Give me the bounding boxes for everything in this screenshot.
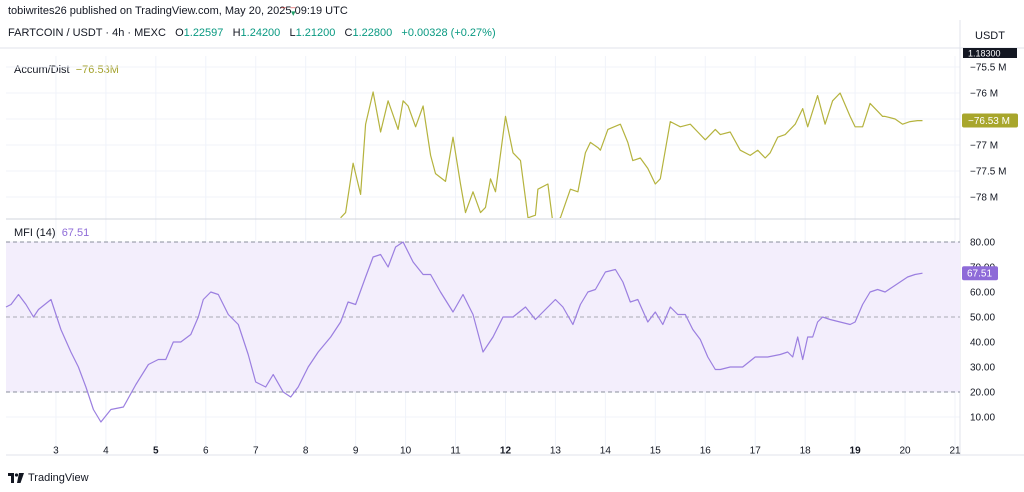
price-tag-box xyxy=(963,48,1017,58)
mfi-last-value: 67.51 xyxy=(967,269,992,280)
mfi-tick-label: 60.00 xyxy=(970,288,995,299)
low-label: L xyxy=(289,27,296,39)
time-axis-label: 5 xyxy=(153,445,159,456)
mfi-line xyxy=(5,241,923,423)
footer-brand: TradingView xyxy=(28,472,89,484)
mfi-tick-label: 40.00 xyxy=(970,338,995,349)
time-axis-label: 18 xyxy=(800,445,812,456)
time-axis-label: 19 xyxy=(850,445,862,456)
accum-dist-last-value-tag xyxy=(962,113,1018,128)
time-axis-label: 6 xyxy=(203,445,209,456)
close-value: 1.22800 xyxy=(352,27,393,39)
mfi-band xyxy=(6,241,960,393)
publish-line: tobiwrites26 published on TradingView.co… xyxy=(8,5,348,17)
low-value: 1.21200 xyxy=(295,27,336,39)
time-axis[interactable]: 3 4 5 6 7 8 9 10 11 12 13 14 15 16 17 18 19 20 21 xyxy=(53,445,961,456)
open-value: 1.22597 xyxy=(183,27,224,39)
mfi-tick-label: 80.00 xyxy=(970,238,995,249)
time-axis-label: 11 xyxy=(450,445,461,456)
time-axis-label: 13 xyxy=(550,445,562,456)
mfi-tick-label: 30.00 xyxy=(970,363,995,374)
accum-dist-line xyxy=(340,91,923,218)
mfi-tick-label: 50.00 xyxy=(970,313,995,324)
mfi-legend-label: MFI (14) xyxy=(14,227,56,239)
accum-dist-tick-label: −76 M xyxy=(970,89,998,100)
mfi-legend[interactable]: MFI (14) 67.51 xyxy=(14,227,89,239)
last-value-tags: 1.18300 −76.53 M 67.51 xyxy=(962,48,1018,281)
accum-dist-tick-label: −77.5 M xyxy=(970,167,1006,178)
time-axis-label: 21 xyxy=(949,445,961,456)
symbol-name[interactable]: FARTCOIN / USDT · 4h · MEXC xyxy=(8,27,166,39)
time-axis-label: 3 xyxy=(53,445,59,456)
footer: TradingView xyxy=(8,472,89,484)
status-indicator-red: – – xyxy=(281,2,297,12)
accum-dist-tick-label: −75.5 M xyxy=(970,63,1006,74)
time-axis-label: 12 xyxy=(500,445,512,456)
high-value: 1.24200 xyxy=(240,27,281,39)
status-indicator-green: ▾ xyxy=(291,8,296,18)
time-axis-label: 20 xyxy=(899,445,911,456)
time-axis-label: 16 xyxy=(700,445,712,456)
mfi-legend-value: 67.51 xyxy=(61,227,90,239)
mfi-last-value-tag xyxy=(962,266,998,281)
time-axis-label: 8 xyxy=(303,445,309,456)
symbol-info-row: FARTCOIN / USDT · 4h · MEXC O1.22597 H1.… xyxy=(8,27,496,39)
mfi-tick-label: 10.00 xyxy=(970,413,995,424)
high-label: H xyxy=(232,27,241,39)
time-axis-label: 14 xyxy=(600,445,612,456)
accum-dist-tick-label: −77 M xyxy=(970,141,998,152)
price-tag-value: 1.18300 xyxy=(968,49,1001,59)
mfi-tick-label: 20.00 xyxy=(970,388,995,399)
accum-dist-series xyxy=(340,91,923,218)
accum-dist-last-value: −76.53 M xyxy=(968,116,1010,127)
time-axis-label: 9 xyxy=(353,445,359,456)
mfi-series xyxy=(5,241,923,423)
tradingview-logo-icon xyxy=(8,473,24,483)
time-axis-label: 10 xyxy=(400,445,412,456)
accum-dist-tick-label: −78 M xyxy=(970,193,998,204)
price-change: +0.00328 (+0.27%) xyxy=(401,27,496,39)
time-axis-label: 15 xyxy=(650,445,662,456)
time-axis-label: 17 xyxy=(750,445,762,456)
time-axis-label: 7 xyxy=(253,445,259,456)
time-axis-label: 4 xyxy=(103,445,109,456)
chart-frame xyxy=(0,20,1024,456)
currency-label[interactable]: USDT xyxy=(975,30,1005,42)
close-label: C xyxy=(344,27,353,39)
open-label: O xyxy=(175,27,184,39)
